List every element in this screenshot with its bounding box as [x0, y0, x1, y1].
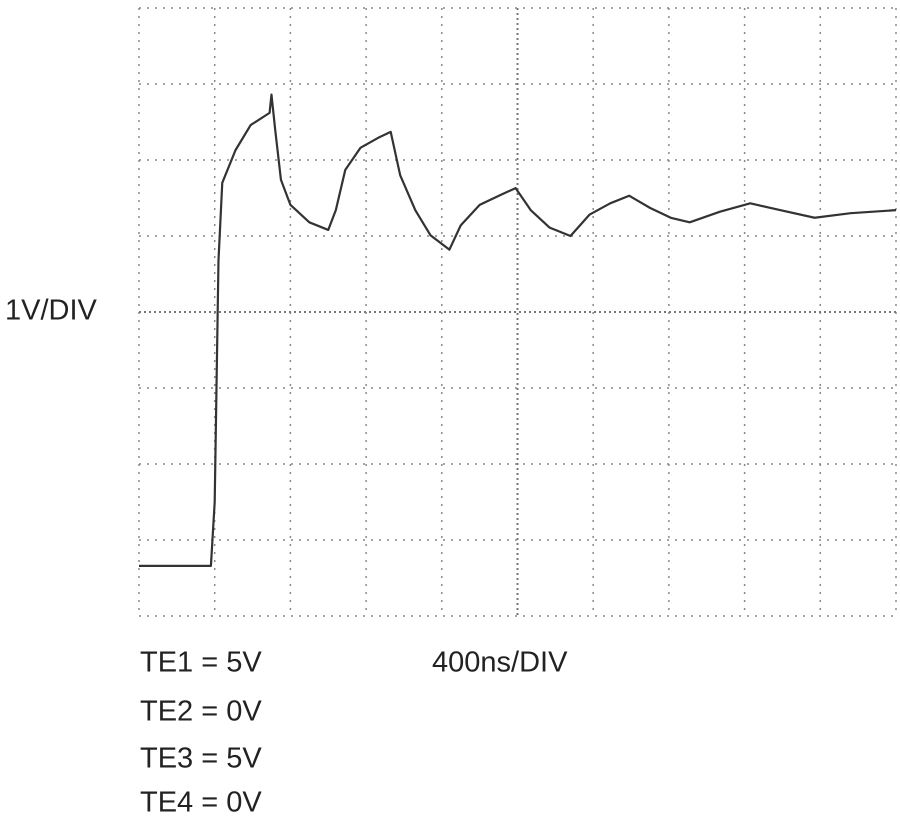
trace: [139, 93, 897, 567]
annotation: TE4 = 0V: [140, 787, 262, 819]
annotation: TE1 = 5V: [140, 647, 262, 679]
annotation: TE2 = 0V: [140, 696, 262, 728]
x-axis-label: 400ns/DIV: [432, 647, 568, 679]
annotation: TE3 = 5V: [140, 743, 262, 775]
y-axis-label: 1V/DIV: [5, 295, 98, 327]
